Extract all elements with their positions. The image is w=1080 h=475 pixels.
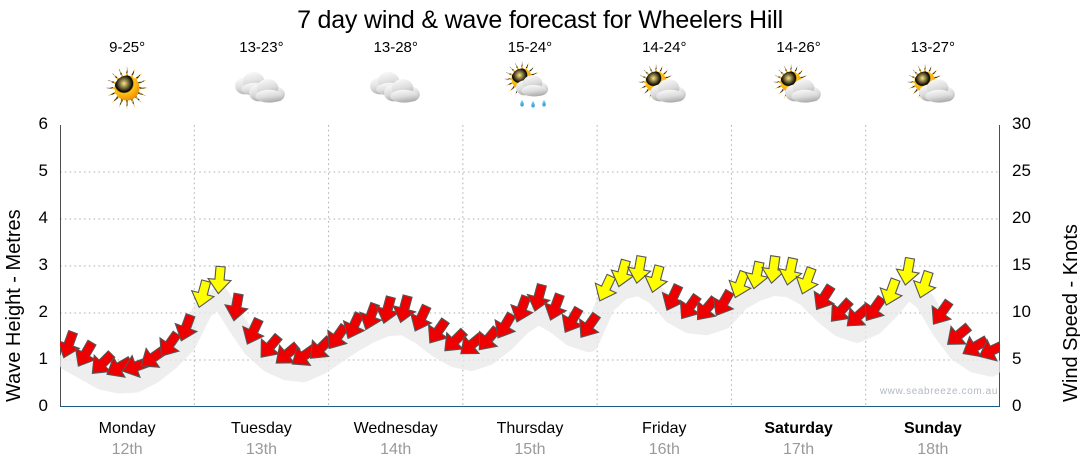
day-date: 14th bbox=[380, 441, 412, 458]
cloudy-icon bbox=[194, 60, 328, 116]
left-tick-0: 0 bbox=[38, 396, 48, 415]
partly-cloudy-icon bbox=[731, 60, 865, 116]
right-tick-30: 30 bbox=[1012, 114, 1031, 133]
day-header-monday: 9-25° bbox=[60, 38, 194, 116]
x-label-saturday: Saturday 17th bbox=[731, 418, 865, 460]
day-date: 12th bbox=[111, 441, 143, 458]
day-name: Thursday bbox=[496, 420, 564, 437]
left-tick-5: 5 bbox=[38, 161, 48, 180]
temperature-range: 14-26° bbox=[776, 39, 821, 56]
watermark: www.seabreeze.com.au bbox=[879, 386, 998, 397]
x-label-sunday: Sunday 18th bbox=[866, 418, 1000, 460]
wind-arrow-series bbox=[60, 125, 1000, 407]
day-name: Friday bbox=[642, 420, 687, 437]
day-header-thursday: 15-24° bbox=[463, 38, 597, 116]
cloudy-icon bbox=[329, 60, 463, 116]
day-header-wednesday: 13-28° bbox=[329, 38, 463, 116]
day-name: Saturday bbox=[764, 420, 833, 437]
left-tick-6: 6 bbox=[38, 114, 48, 133]
right-tick-5: 5 bbox=[1012, 349, 1022, 368]
x-label-thursday: Thursday 15th bbox=[463, 418, 597, 460]
temperature-range: 13-28° bbox=[373, 39, 418, 56]
right-tick-20: 20 bbox=[1012, 208, 1031, 227]
right-tick-0: 0 bbox=[1012, 396, 1022, 415]
left-tick-4: 4 bbox=[38, 208, 48, 227]
day-name: Wednesday bbox=[353, 420, 438, 437]
day-header-friday: 14-24° bbox=[597, 38, 731, 116]
temperature-range: 13-27° bbox=[910, 39, 956, 56]
day-name: Tuesday bbox=[231, 420, 292, 437]
x-label-friday: Friday 16th bbox=[597, 418, 731, 460]
right-axis-title: Wind Speed - Knots bbox=[1060, 224, 1080, 402]
sunny-icon bbox=[60, 60, 194, 116]
temperature-range: 15-24° bbox=[507, 39, 553, 56]
left-tick-1: 1 bbox=[38, 349, 48, 368]
sun-rain-icon bbox=[463, 60, 597, 116]
temperature-range: 9-25° bbox=[109, 39, 146, 56]
day-header-saturday: 14-26° bbox=[731, 38, 865, 116]
left-tick-3: 3 bbox=[38, 255, 48, 274]
right-tick-25: 25 bbox=[1012, 161, 1031, 180]
partly-cloudy-icon bbox=[597, 60, 731, 116]
day-name: Sunday bbox=[903, 420, 962, 437]
right-tick-15: 15 bbox=[1012, 255, 1031, 274]
x-label-monday: Monday 12th bbox=[60, 418, 194, 460]
day-date: 16th bbox=[648, 441, 680, 458]
day-date: 17th bbox=[782, 441, 815, 458]
x-label-tuesday: Tuesday 13th bbox=[194, 418, 328, 460]
day-date: 18th bbox=[917, 441, 949, 458]
day-header-tuesday: 13-23° bbox=[194, 38, 328, 116]
plot-area bbox=[60, 125, 1000, 407]
day-date: 15th bbox=[514, 441, 546, 458]
temperature-range: 14-24° bbox=[642, 39, 687, 56]
right-tick-10: 10 bbox=[1012, 302, 1031, 321]
temperature-range: 13-23° bbox=[239, 39, 284, 56]
page-title: 7 day wind & wave forecast for Wheelers … bbox=[297, 6, 783, 34]
day-date: 13th bbox=[245, 441, 277, 458]
x-label-wednesday: Wednesday 14th bbox=[329, 418, 463, 460]
left-tick-2: 2 bbox=[38, 302, 48, 321]
day-name: Monday bbox=[98, 420, 156, 437]
day-header-sunday: 13-27° bbox=[866, 38, 1000, 116]
partly-cloudy-icon bbox=[866, 60, 1000, 116]
